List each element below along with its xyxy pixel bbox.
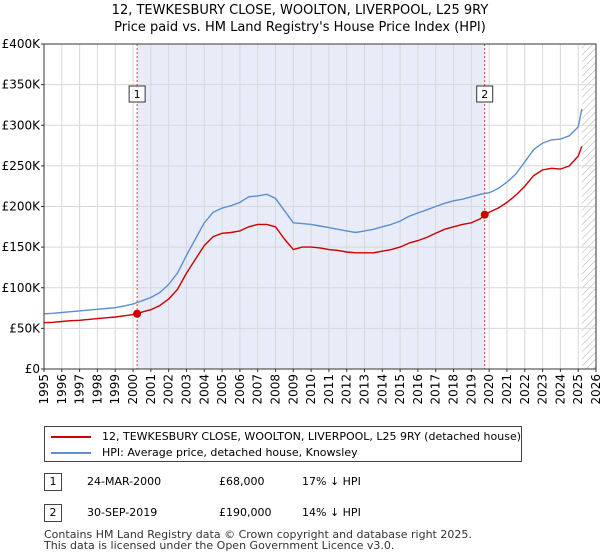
x-tick-label: 1995 [37,374,51,405]
sale-date: 30-SEP-2019 [87,506,158,519]
x-tick-label: 2000 [126,374,140,405]
sale-price: £190,000 [219,506,272,519]
y-tick-label: £0 [25,362,40,376]
x-tick-label: 2017 [429,374,443,405]
x-tick-label: 1997 [73,374,87,405]
x-tick-label: 2011 [322,374,336,405]
x-tick-label: 2024 [553,374,567,405]
x-tick-label: 2023 [536,374,550,405]
sale-price: £68,000 [219,475,265,488]
y-tick-label: £400K [2,37,42,51]
x-tick-label: 2018 [447,374,461,405]
x-tick-label: 2012 [340,374,354,405]
sale-point [133,309,142,318]
x-tick-label: 2006 [233,374,247,405]
x-tick-label: 1998 [90,374,104,405]
sale-marker-box [128,85,146,103]
legend: 12, TEWKESBURY CLOSE, WOOLTON, LIVERPOOL… [44,426,522,462]
sale-marker-box [476,85,494,103]
x-tick-label: 2001 [144,374,158,405]
legend-label-hpi: HPI: Average price, detached house, Know… [102,446,358,459]
x-tick-label: 2010 [304,374,318,405]
x-tick-label: 2007 [251,374,265,405]
x-tick-label: 2009 [286,374,300,405]
y-tick-label: £300K [2,118,42,132]
sale-hpi-diff: 14% ↓ HPI [302,506,361,519]
y-tick-label: £200K [2,200,42,214]
x-tick-label: 2026 [589,374,600,405]
sale-row: 2 30-SEP-2019 £190,000 14% ↓ HPI [44,504,544,522]
sale-marker-label: 2 [481,88,488,101]
x-tick-label: 2004 [197,374,211,405]
legend-label-property: 12, TEWKESBURY CLOSE, WOOLTON, LIVERPOOL… [102,430,522,443]
y-tick-label: £350K [2,78,42,92]
sale-row: 1 24-MAR-2000 £68,000 17% ↓ HPI [44,473,544,491]
y-tick-label: £250K [2,159,42,173]
x-tick-label: 2016 [411,374,425,405]
chart-title-line1: 12, TEWKESBURY CLOSE, WOOLTON, LIVERPOOL… [111,3,489,18]
x-tick-label: 2019 [464,374,478,405]
footer-copyright: Contains HM Land Registry data © Crown c… [44,528,472,541]
x-tick-label: 2022 [518,374,532,405]
x-tick-label: 2013 [358,374,372,405]
x-tick-label: 2008 [268,374,282,405]
sale-point [480,210,489,219]
sale-number-badge: 1 [44,473,62,491]
chart-title: 12, TEWKESBURY CLOSE, WOOLTON, LIVERPOOL… [0,2,600,36]
sale-marker-label: 1 [134,88,141,101]
x-tick-label: 2014 [375,374,389,405]
x-tick-label: 2025 [571,374,585,405]
chart-title-line2: Price paid vs. HM Land Registry's House … [114,20,486,35]
footer: Contains HM Land Registry data © Crown c… [44,529,472,551]
y-tick-label: £150K [2,240,42,254]
footer-licence: This data is licensed under the Open Gov… [44,539,395,552]
x-tick-label: 2020 [482,374,496,405]
price-chart: £0 £50K £100K £150K £200K £250K £300K £350K £400… [2,37,600,405]
x-tick-label: 1996 [55,374,69,405]
legend-swatch-property [51,436,91,438]
x-tick-label: 2003 [179,374,193,405]
x-tick-label: 2021 [500,374,514,405]
sale-number-badge: 2 [44,504,62,522]
legend-swatch-hpi [51,452,91,454]
x-tick-label: 1999 [108,374,122,405]
hpi-line [43,108,583,315]
y-tick-label: £100K [2,281,42,295]
sale-hpi-diff: 17% ↓ HPI [302,475,361,488]
y-tick-label: £50K [9,321,41,335]
sale-date: 24-MAR-2000 [87,475,162,488]
x-tick-label: 2015 [393,374,407,405]
x-tick-label: 2002 [162,374,176,405]
x-tick-label: 2005 [215,374,229,405]
